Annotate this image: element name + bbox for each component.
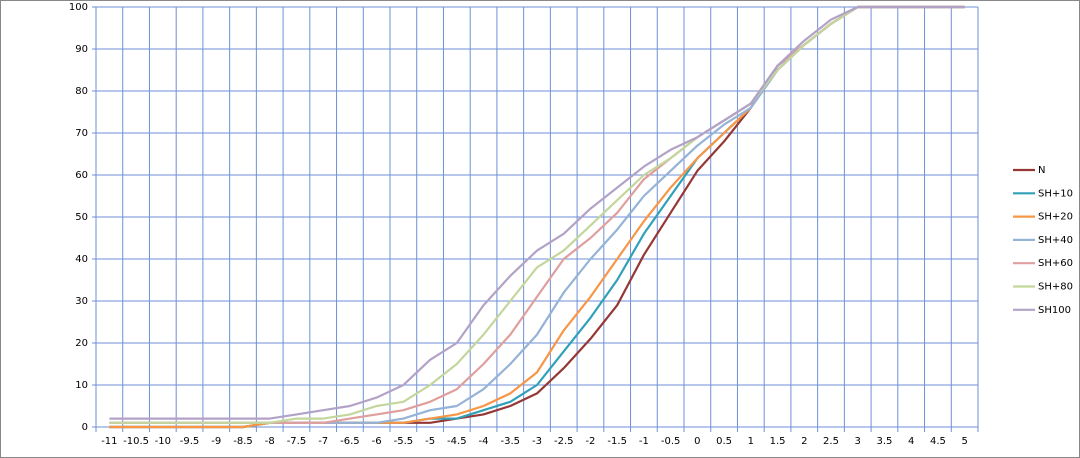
x-tick-label: -3.5 — [501, 436, 521, 447]
x-tick-label: -5.5 — [394, 436, 414, 447]
x-tick-label: -2 — [585, 436, 595, 447]
x-tick-label: -1.5 — [607, 436, 627, 447]
x-tick-label: -8.5 — [233, 436, 253, 447]
x-tick-label: -10.5 — [123, 436, 149, 447]
y-tick-label: 80 — [75, 86, 88, 97]
legend-label: SH+80 — [1038, 282, 1073, 293]
x-tick-label: -4.5 — [447, 436, 467, 447]
x-tick-label: 2.5 — [823, 436, 839, 447]
x-tick-label: -4 — [479, 436, 489, 447]
legend-label: SH100 — [1038, 305, 1071, 316]
x-tick-label: -9.5 — [180, 436, 200, 447]
legend-label: SH+60 — [1038, 258, 1073, 269]
legend-label: N — [1038, 165, 1045, 176]
x-tick-label: -5 — [425, 436, 435, 447]
x-tick-label: 3.5 — [877, 436, 893, 447]
x-tick-label: 1.5 — [770, 436, 786, 447]
y-tick-label: 30 — [75, 296, 88, 307]
x-tick-label: -9 — [211, 436, 221, 447]
y-tick-label: 0 — [82, 422, 88, 433]
x-tick-label: -7.5 — [287, 436, 307, 447]
x-tick-label: -7 — [318, 436, 328, 447]
x-tick-label: -6.5 — [340, 436, 360, 447]
legend-label: SH+20 — [1038, 212, 1073, 223]
x-tick-label: -8 — [265, 436, 275, 447]
series-line — [109, 5, 965, 424]
x-tick-label: -3 — [532, 436, 542, 447]
x-tick-label: 5 — [961, 436, 967, 447]
y-tick-label: 100 — [69, 2, 88, 13]
y-tick-label: 40 — [75, 254, 88, 265]
x-tick-label: 0.5 — [716, 436, 732, 447]
y-tick-label: 50 — [75, 212, 88, 223]
x-tick-label: 0 — [694, 436, 700, 447]
legend-label: SH+40 — [1038, 235, 1073, 246]
x-tick-label: -10 — [155, 436, 171, 447]
x-tick-label: -1 — [639, 436, 649, 447]
series-line — [109, 5, 965, 420]
x-tick-label: -11 — [101, 436, 117, 447]
x-tick-label: -0.5 — [661, 436, 681, 447]
x-tick-label: 2 — [801, 436, 807, 447]
y-tick-label: 20 — [75, 338, 88, 349]
y-tick-label: 60 — [75, 170, 88, 181]
x-tick-label: -6 — [372, 436, 382, 447]
x-tick-label: 4.5 — [930, 436, 946, 447]
y-tick-label: 90 — [75, 44, 88, 55]
x-tick-label: 4 — [908, 436, 914, 447]
y-tick-label: 70 — [75, 128, 88, 139]
x-tick-label: -2.5 — [554, 436, 574, 447]
legend-label: SH+10 — [1038, 188, 1073, 199]
y-tick-label: 10 — [75, 380, 88, 391]
x-tick-label: 3 — [855, 436, 861, 447]
x-tick-label: 1 — [748, 436, 754, 447]
